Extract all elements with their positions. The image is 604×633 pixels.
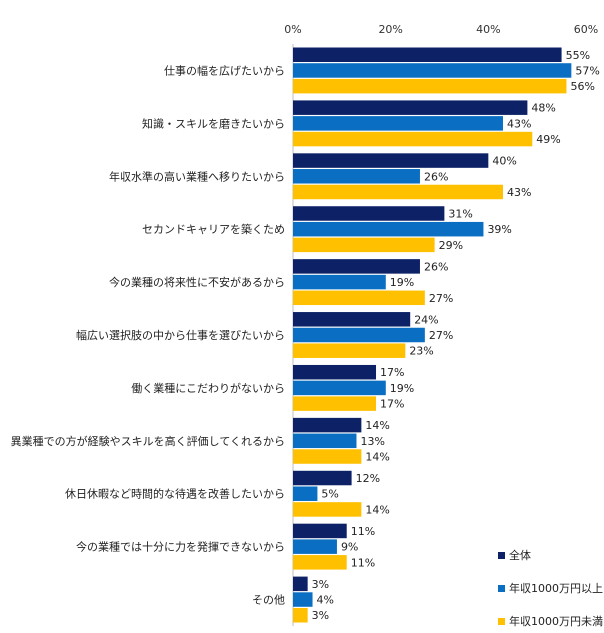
x-tick-label: 0%	[284, 23, 301, 36]
data-label: 3%	[312, 609, 329, 622]
data-label: 19%	[390, 382, 414, 395]
bar	[293, 433, 357, 449]
data-label: 17%	[380, 398, 404, 411]
data-label: 27%	[429, 292, 453, 305]
bar	[293, 449, 362, 464]
data-label: 49%	[536, 133, 560, 146]
data-label: 11%	[351, 556, 375, 569]
category-label: 働く業種にこだわりがないから	[131, 381, 285, 395]
data-label: 24%	[414, 313, 438, 326]
bar	[293, 555, 347, 570]
legend-label: 全体	[509, 548, 531, 562]
data-label: 9%	[341, 541, 358, 554]
bar	[293, 486, 318, 501]
data-label: 14%	[365, 451, 389, 464]
category-label: 今の業種では十分に力を発揮できないから	[76, 540, 285, 554]
category-label: 休日休暇など時間的な待遇を改善したいから	[65, 487, 285, 501]
category-label: 仕事の幅を広げたいから	[164, 64, 285, 77]
data-label: 26%	[424, 260, 448, 273]
data-label: 57%	[575, 64, 599, 77]
data-label: 4%	[317, 594, 334, 607]
category-label: その他	[252, 594, 285, 607]
category-label: セカンドキャリアを築くため	[142, 222, 285, 236]
legend-label: 年収1000万円未満	[509, 614, 603, 628]
data-label: 14%	[365, 503, 389, 516]
data-label: 11%	[351, 525, 375, 538]
bar	[293, 47, 562, 63]
bar	[293, 290, 425, 306]
category-label: 知識・スキルを磨きたいから	[142, 116, 285, 130]
x-tick-label: 60%	[574, 23, 598, 36]
bar	[293, 380, 386, 396]
data-label: 48%	[531, 102, 555, 115]
category-label: 年収水準の高い業種へ移りたいから	[109, 169, 285, 183]
legend-label: 年収1000万円以上	[509, 581, 603, 595]
bar	[293, 78, 567, 94]
data-label: 43%	[507, 117, 531, 130]
data-label: 31%	[448, 207, 472, 220]
legend-swatch	[498, 618, 505, 625]
bar	[293, 131, 533, 147]
bar	[293, 539, 337, 554]
bar	[293, 502, 362, 517]
bar	[293, 116, 503, 131]
bar	[293, 63, 572, 78]
data-label: 14%	[365, 419, 389, 432]
bar	[293, 274, 386, 290]
bar	[293, 221, 484, 237]
bar	[293, 607, 308, 623]
bar	[293, 259, 420, 274]
bar	[293, 396, 377, 411]
data-label: 12%	[356, 472, 380, 485]
x-tick-label: 40%	[476, 23, 500, 36]
data-label: 5%	[321, 488, 338, 501]
bar	[293, 364, 377, 380]
bar	[293, 312, 411, 327]
category-label: 今の業種の将来性に不安があるから	[109, 275, 285, 289]
data-label: 43%	[507, 186, 531, 199]
bar	[293, 100, 528, 115]
bar	[293, 153, 489, 168]
bar	[293, 184, 503, 200]
data-label: 17%	[380, 366, 404, 379]
data-label: 56%	[570, 80, 594, 93]
data-label: 19%	[390, 276, 414, 289]
legend-swatch	[498, 585, 505, 592]
bar	[293, 417, 362, 433]
category-label: 幅広い選択肢の中から仕事を選びたいから	[76, 328, 285, 342]
data-label: 40%	[492, 155, 516, 168]
bar	[293, 592, 313, 607]
data-label: 3%	[312, 578, 329, 591]
bar	[293, 169, 420, 184]
category-label: 異業種での方が経験やスキルを高く評価してくれるから	[11, 434, 285, 448]
bar	[293, 327, 425, 343]
data-label: 39%	[487, 223, 511, 236]
bar	[293, 343, 406, 358]
bar	[293, 206, 445, 221]
bar	[293, 576, 308, 592]
data-label: 55%	[566, 49, 590, 62]
data-label: 13%	[360, 435, 384, 448]
data-label: 27%	[429, 329, 453, 342]
bar	[293, 523, 347, 539]
data-label: 23%	[409, 345, 433, 358]
bar	[293, 470, 352, 486]
data-label: 29%	[439, 239, 463, 252]
bar	[293, 237, 435, 253]
data-label: 26%	[424, 170, 448, 183]
x-tick-label: 20%	[378, 23, 402, 36]
legend-swatch	[498, 552, 505, 559]
